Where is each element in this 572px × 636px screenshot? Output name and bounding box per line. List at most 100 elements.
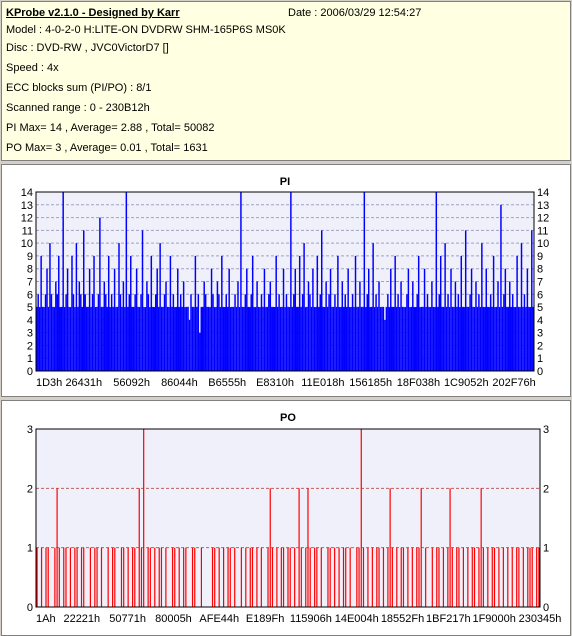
bar: [240, 192, 242, 371]
bar: [130, 255, 132, 371]
bar: [360, 307, 363, 371]
bar: [125, 192, 128, 371]
bar: [350, 307, 352, 371]
bar: [231, 307, 233, 371]
bar: [250, 294, 252, 371]
bar: [105, 294, 107, 371]
bar: [307, 281, 310, 371]
bar: [132, 307, 135, 371]
chart-title: PI: [280, 176, 290, 188]
bar: [49, 243, 51, 371]
y-tick-label-right: 1: [537, 353, 543, 365]
bar: [486, 307, 489, 371]
bar: [288, 307, 291, 371]
x-tick-label: 202F76h: [492, 377, 535, 389]
bar: [228, 268, 230, 371]
bar: [332, 307, 335, 371]
bar: [103, 281, 106, 371]
bar: [417, 255, 420, 371]
model-line: Model : 4-0-2-0 H:LITE-ON DVDRW SHM-165P…: [6, 24, 286, 36]
bar: [316, 255, 319, 371]
bar: [328, 294, 330, 371]
bar: [382, 307, 385, 371]
bar: [213, 307, 216, 371]
x-tick-label: 11E018h: [301, 377, 344, 389]
bar: [464, 230, 467, 371]
bar: [110, 294, 113, 371]
bar: [43, 307, 45, 371]
bar: [410, 307, 413, 371]
bar: [526, 268, 529, 371]
bar: [434, 307, 436, 371]
y-tick-label-right: 10: [537, 238, 549, 250]
bar: [397, 294, 399, 371]
x-tick-label: AFE44h: [199, 613, 239, 625]
bar: [390, 268, 392, 371]
x-tick-label: 22221h: [63, 613, 100, 625]
bar: [298, 255, 301, 371]
bar: [182, 281, 185, 371]
bar: [137, 307, 139, 371]
bar: [326, 307, 329, 371]
bar: [345, 307, 348, 371]
bar: [437, 307, 439, 371]
bar: [441, 307, 443, 371]
bar: [514, 307, 517, 371]
y-tick-label-right: 13: [537, 200, 549, 212]
bar: [507, 307, 510, 371]
bar: [447, 294, 449, 371]
bar: [226, 307, 229, 371]
bar: [273, 307, 276, 371]
bar: [190, 294, 192, 371]
bar: [41, 307, 44, 371]
chart-title: PO: [280, 412, 296, 424]
bar: [368, 268, 370, 371]
bar: [363, 192, 366, 371]
y-tick-label-right: 3: [537, 328, 543, 340]
y-tick-label-right: 5: [537, 302, 543, 314]
bar: [470, 268, 473, 371]
bar: [466, 307, 468, 371]
scan-date: Date : 2006/03/29 12:54:27: [288, 7, 422, 19]
bar: [162, 307, 164, 371]
x-tick-label: 18F038h: [397, 377, 440, 389]
bar: [301, 294, 304, 371]
y-tick-label-right: 0: [537, 366, 543, 378]
bar: [118, 243, 120, 371]
bar: [60, 307, 63, 371]
bar: [450, 268, 452, 371]
bar: [310, 307, 313, 371]
bar: [163, 294, 166, 371]
bar: [422, 307, 424, 371]
bar: [462, 307, 464, 371]
bar: [281, 307, 283, 371]
bar: [347, 268, 349, 371]
bar: [90, 307, 92, 371]
bar: [519, 307, 521, 371]
bar: [249, 307, 251, 371]
y-tick-label-left: 11: [22, 225, 33, 237]
bar: [74, 307, 76, 371]
bar: [91, 294, 94, 371]
x-tick-label: 1D3h: [36, 377, 62, 389]
y-tick-label-left: 9: [27, 251, 33, 263]
bar: [416, 294, 418, 371]
bar: [99, 217, 101, 371]
y-tick-label-right: 11: [537, 225, 548, 237]
bar: [428, 307, 430, 371]
bar: [128, 294, 131, 371]
x-tick-label: 1Ah: [36, 613, 56, 625]
bar: [509, 281, 511, 371]
bar: [36, 307, 38, 371]
x-tick-label: 56092h: [113, 377, 150, 389]
bar: [334, 294, 336, 371]
bar: [52, 307, 54, 371]
bar: [219, 307, 222, 371]
bar: [381, 307, 383, 371]
bar: [71, 255, 73, 371]
bar: [426, 294, 429, 371]
bar: [246, 268, 248, 371]
bar: [85, 307, 88, 371]
bar: [177, 268, 179, 371]
bar: [516, 255, 518, 371]
